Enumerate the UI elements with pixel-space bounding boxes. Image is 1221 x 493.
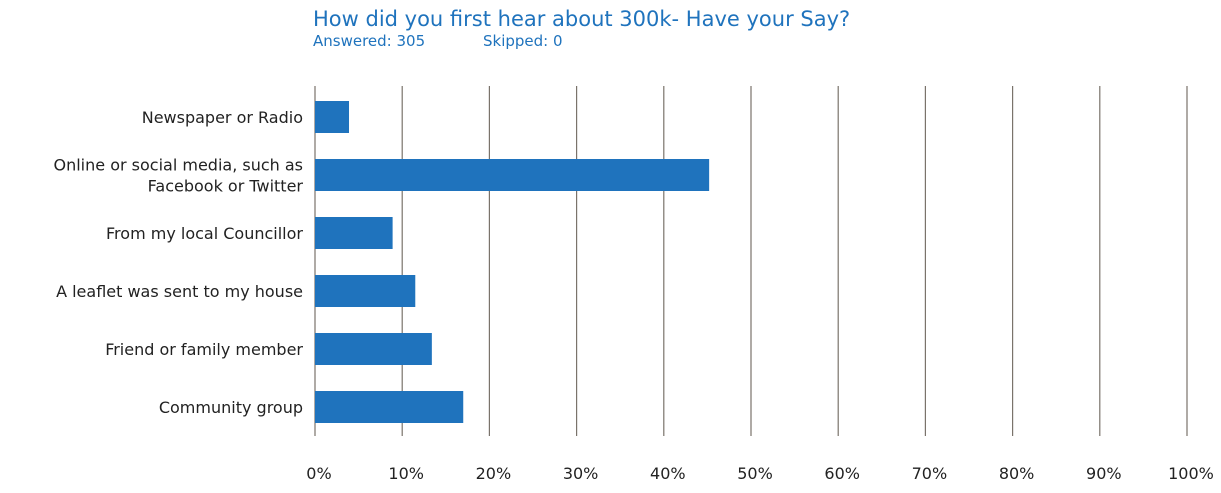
x-tick-label: 100% [1168,464,1214,483]
x-tick-label: 0% [306,464,331,483]
x-tick-label: 70% [912,464,948,483]
x-tick-label: 30% [563,464,599,483]
category-label: Facebook or Twitter [148,177,304,196]
category-labels: Newspaper or Radio Online or social media… [54,108,304,417]
x-tick-label: 90% [1086,464,1122,483]
chart-title: How did you first hear about 300k- Have … [313,7,851,31]
bar [315,217,393,249]
category-label: A leaflet was sent to my house [56,282,303,301]
category-label: Online or social media, such as [54,156,304,175]
x-axis-ticks: 0% 10% 20% 30% 40% 50% 60% 70% 80% 90% 100% [306,464,1214,483]
gridlines [314,86,1188,436]
skipped-count: Skipped: 0 [483,32,563,50]
category-label: Friend or family member [105,340,303,359]
category-label: From my local Councillor [106,224,303,243]
category-label: Community group [159,398,303,417]
bars [315,101,710,423]
response-summary: Answered: 305 Skipped: 0 [313,32,850,50]
answered-count: Answered: 305 [313,32,426,50]
bar [315,333,432,365]
x-tick-label: 50% [737,464,773,483]
x-tick-label: 80% [999,464,1035,483]
bar [315,159,710,191]
bar [315,275,416,307]
x-tick-label: 20% [476,464,512,483]
x-tick-label: 60% [824,464,860,483]
x-tick-label: 40% [650,464,686,483]
category-label: Newspaper or Radio [142,108,303,127]
bar [315,101,350,133]
chart-header: How did you first hear about 300k- Have … [313,6,850,50]
x-tick-label: 10% [388,464,424,483]
bar [315,391,464,423]
